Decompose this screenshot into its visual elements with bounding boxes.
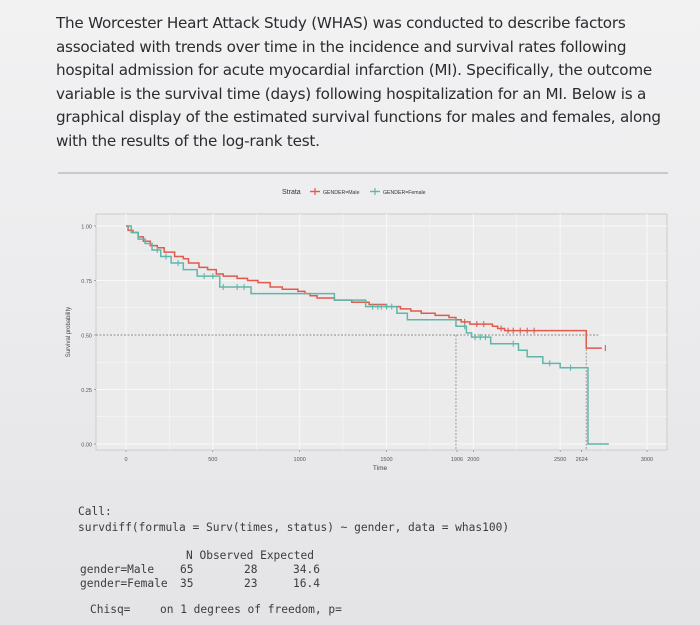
- row-expected-female: 16.4: [293, 577, 320, 590]
- y-tick-label: 0.75: [81, 279, 92, 285]
- survival-chart: 0.00 0.25 0.50 0.75 1.00 0 500 1000 1500 1906 2000…: [66, 188, 668, 472]
- legend-label: GENDER=Male: [323, 190, 360, 196]
- row-observed-male: 28: [244, 563, 258, 576]
- row-n-male: 65: [180, 563, 194, 576]
- question-line: hospital admission for acute myocardial …: [56, 61, 652, 80]
- question-line: with the results of the log-rank test.: [56, 131, 320, 150]
- question-line: variable is the survival time (days) fol…: [56, 84, 647, 103]
- chisq-text: on 1 degrees of freedom, p=: [160, 603, 342, 616]
- row-label-male: gender=Male: [80, 563, 155, 576]
- question-text: The Worcester Heart Attack Study (WHAS) …: [56, 12, 661, 154]
- x-tick-label: 1000: [294, 457, 306, 463]
- chisq-label: Chisq=: [90, 603, 131, 616]
- x-tick-label: 2000: [467, 457, 479, 463]
- table-header: N Observed Expected: [186, 549, 314, 562]
- plot-panel: [95, 213, 668, 451]
- divider: [58, 172, 668, 174]
- x-tick-label: 3000: [641, 457, 653, 463]
- y-axis-label: Survival probability: [66, 307, 72, 357]
- legend-title: Strata: [282, 189, 301, 196]
- x-tick-label: 2500: [554, 457, 566, 463]
- question-line: The Worcester Heart Attack Study (WHAS) …: [56, 14, 626, 32]
- call-label: Call:: [78, 505, 112, 518]
- x-tick-label: 2624: [576, 457, 588, 463]
- row-label-female: gender=Female: [80, 577, 168, 590]
- x-tick-label: 1906: [451, 457, 463, 463]
- y-tick-label: 0.50: [81, 334, 92, 340]
- x-tick-label: 1500: [380, 457, 392, 463]
- x-axis-label: Time: [373, 465, 388, 472]
- y-tick-label: 0.25: [81, 388, 92, 394]
- legend-label: GENDER=Female: [383, 190, 426, 196]
- y-tick-label: 0.00: [81, 443, 92, 449]
- row-expected-male: 34.6: [293, 563, 320, 576]
- call-text: survdiff(formula = Surv(times, status) ~…: [78, 521, 510, 534]
- question-line: associated with trends over time in the …: [56, 37, 627, 56]
- x-tick-label: 500: [208, 457, 217, 463]
- question-line: graphical display of the estimated survi…: [56, 108, 661, 127]
- row-observed-female: 23: [244, 577, 258, 590]
- x-tick-label: 0: [124, 457, 127, 463]
- y-tick-label: 1.00: [81, 225, 92, 231]
- row-n-female: 35: [180, 577, 194, 590]
